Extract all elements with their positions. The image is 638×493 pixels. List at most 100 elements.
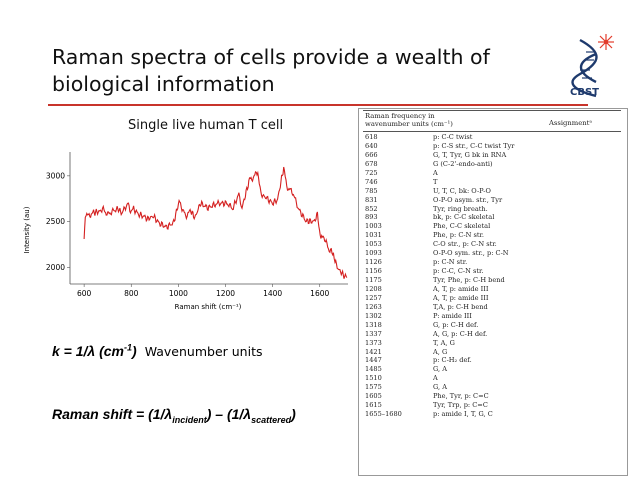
table-row: 852 Tyr, ring breath. (365, 205, 623, 214)
assignment-cell: Tyr, Phe, p: C-H bend (433, 276, 505, 284)
y-tick-label: 2000 (46, 263, 65, 272)
table-header-rule (363, 131, 621, 132)
assignment-cell: P: amide III (433, 311, 472, 320)
assignment-cell: T, A, G (433, 338, 455, 347)
assignment-cell: A (433, 168, 438, 177)
wavenumber-cell: 1263 (365, 302, 382, 311)
table-row: 1263 T,A, p: C-H bend (365, 303, 623, 312)
assignment-cell: G, A (433, 365, 447, 374)
assignment-cell: Tyr, Trp, p: C=C (433, 401, 488, 410)
scattered-subscript: scattered (251, 414, 292, 425)
wavenumber-cell: 1510 (365, 374, 382, 383)
table-row: 725 A (365, 169, 623, 178)
wavenumber-cell: 666 (365, 150, 378, 159)
assignment-cell: p: C-C twist (433, 133, 473, 141)
assignment-cell: G (C-2'-endo-anti) (433, 159, 493, 168)
wavenumber-cell: 1318 (365, 320, 382, 329)
wavenumber-cell: 1485 (365, 365, 382, 374)
wavenumber-cell: 785 (365, 186, 378, 195)
table-row: 1605 Phe, Tyr, p: C=C (365, 392, 623, 401)
assignment-cell: C-O str., p: C-N str. (433, 240, 497, 249)
table-row: 666 G, T, Tyr, G bk in RNA (365, 151, 623, 160)
raman-assignment-table: Raman frequency in wavenumber units (cm⁻… (358, 108, 628, 476)
assignment-cell: A (433, 374, 438, 383)
table-row: 1156 p: C-C, C-N str. (365, 267, 623, 276)
x-axis-label: Raman shift (cm⁻¹) (175, 303, 242, 311)
wavenumber-cell: 746 (365, 177, 378, 186)
table-row: 640 p: C-S str., C-C twist Tyr (365, 142, 623, 151)
wavenumber-cell: 1257 (365, 293, 382, 302)
assignment-cell: Tyr, ring breath. (433, 204, 488, 213)
table-row: 1575 G, A (365, 383, 623, 392)
wavenumber-cell: 1575 (365, 383, 382, 392)
wavenumber-cell: 618 (365, 133, 378, 141)
table-row: 1053 C-O str., p: C-N str. (365, 240, 623, 249)
shift-formula-part-c: ) (291, 406, 296, 422)
shift-formula-part-a: Raman shift = (1/λ (52, 406, 173, 422)
wavenumber-cell: 1003 (365, 222, 382, 231)
table-row: 831 O-P-O asym. str., Tyr (365, 196, 623, 205)
y-tick-label: 3000 (46, 171, 65, 180)
assignment-cell: p: C-H₂ def. (433, 356, 472, 365)
table-row: 893 bk, p: C-C skeletal (365, 213, 623, 222)
wavenumber-cell: 1053 (365, 240, 382, 249)
wavenumber-cell: 1605 (365, 392, 382, 401)
assignment-cell: G, A (433, 383, 447, 392)
wavenumber-cell: 1156 (365, 267, 382, 276)
wavenumber-cell: 640 (365, 141, 378, 150)
incident-subscript: incident (172, 414, 207, 425)
wavenumber-cell: 1421 (365, 347, 382, 356)
table-row: 1257 A, T, p: amide III (365, 294, 623, 303)
table-top-rule (363, 110, 621, 111)
assignment-cell: A, T, p: amide III (433, 284, 489, 293)
x-tick-label: 600 (77, 289, 92, 298)
table-row: 1126 p: C-N str. (365, 258, 623, 267)
raman-shift-equation: Raman shift = (1/λincident) – (1/λscatte… (52, 406, 296, 425)
table-row: 618 p: C-C twist (365, 133, 623, 142)
title-divider (48, 104, 588, 106)
table-row: 1337 A, G, p: C-H def. (365, 330, 623, 339)
table-row: 1510 A (365, 374, 623, 383)
raman-spectrum-chart: 600 800 1000 1200 1400 1600 2000 2500 3000 Inten… (23, 152, 348, 311)
wavenumber-cell: 1373 (365, 338, 382, 347)
assignment-cell: T,A, p: C-H bend (433, 302, 488, 311)
table-row: 1447 p: C-H₂ def. (365, 356, 623, 365)
chart-caption: Single live human T cell (128, 118, 284, 133)
table-row: 1175 Tyr, Phe, p: C-H bend (365, 276, 623, 285)
assignment-cell: p: C-N str. (433, 258, 468, 267)
wavenumber-cell: 1126 (365, 258, 382, 267)
assignment-cell: p: C-S str., C-C twist Tyr (433, 141, 515, 150)
wavenumber-cell: 1655–1680 (365, 410, 402, 419)
wavenumber-cell: 893 (365, 213, 378, 222)
slide-title: Raman spectra of cells provide a wealth … (52, 45, 490, 96)
k-formula-lhs: k = 1/λ (cm (52, 342, 124, 359)
table-body: 618 p: C-C twist 640 p: C-S str., C-C twist… (365, 133, 623, 419)
wavenumber-cell: 1337 (365, 329, 382, 338)
assignment-cell: A, G (433, 347, 448, 356)
assignment-cell: G, p: C-H def. (433, 320, 479, 329)
table-row: 785 U, T, C, bk: O-P-O (365, 187, 623, 196)
wavenumber-cell: 678 (365, 159, 378, 168)
assignment-cell: Phe, C-C skeletal (433, 222, 491, 231)
y-tick-label: 2500 (46, 217, 65, 226)
assignment-cell: bk, p: C-C skeletal (433, 213, 495, 222)
table-row: 1208 A, T, p: amide III (365, 285, 623, 294)
k-formula-rhs: ) (132, 342, 137, 359)
wavenumber-cell: 1031 (365, 231, 382, 240)
assignment-cell: U, T, C, bk: O-P-O (433, 186, 491, 195)
wavenumber-cell: 1093 (365, 249, 382, 258)
table-row: 1003 Phe, C-C skeletal (365, 222, 623, 231)
table-row: 678 G (C-2'-endo-anti) (365, 160, 623, 169)
assignment-cell: p: amide I, T, G, C (433, 410, 493, 419)
wavenumber-cell: 1615 (365, 401, 382, 410)
table-row: 1373 T, A, G (365, 339, 623, 348)
table-row: 746 T (365, 178, 623, 187)
assignment-cell: Phe, Tyr, p: C=C (433, 392, 489, 401)
shift-formula-part-b: ) – (1/λ (206, 406, 252, 422)
x-tick-label: 1000 (169, 289, 188, 298)
table-row: 1655–1680 p: amide I, T, G, C (365, 410, 623, 419)
table-row: 1421 A, G (365, 348, 623, 357)
table-row: 1031 Phe, p: C-N str. (365, 231, 623, 240)
table-row: 1615 Tyr, Trp, p: C=C (365, 401, 623, 410)
table-row: 1093 O-P-O sym. str., p: C-N (365, 249, 623, 258)
